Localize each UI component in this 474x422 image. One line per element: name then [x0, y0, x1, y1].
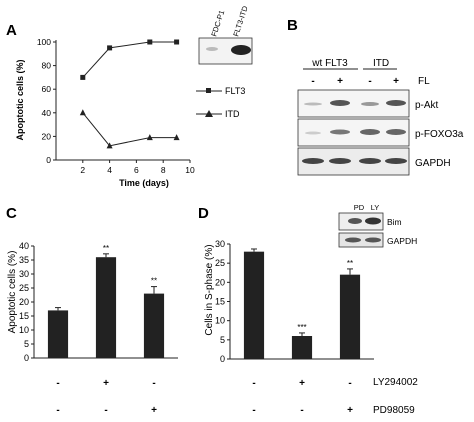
- panel-c-ytick-label: 35: [19, 255, 29, 265]
- fl-sign: +: [393, 76, 399, 87]
- panel-c-pd-sign: +: [151, 405, 157, 416]
- row-label-gapdh: GAPDH: [415, 158, 451, 169]
- panel-d-significance: **: [347, 259, 353, 268]
- panel-d-ytick-label: 5: [220, 335, 225, 345]
- panel-c-ytick-label: 5: [24, 339, 29, 349]
- inset-lane-ly: LY: [371, 203, 380, 212]
- panel-c-ly-sign: -: [152, 378, 155, 389]
- panel-d-ytick-label: 0: [220, 354, 225, 364]
- inset-lane-pd: PD: [354, 203, 365, 212]
- panel-c-ytick-label: 30: [19, 269, 29, 279]
- panel-c-bar-chart: 0 5 10 15 20 25 30 35 40 - - ** + - ** - +: [19, 241, 178, 416]
- panel-a-xtick-label: 4: [107, 165, 112, 175]
- panel-a-point-flt3: [80, 74, 86, 80]
- panel-c-ytick-label: 40: [19, 241, 29, 251]
- fl-sign: +: [337, 76, 343, 87]
- panel-c-ylabel: Apoptotic cells (%): [7, 251, 18, 334]
- panel-c-letter: C: [6, 205, 17, 222]
- panel-a-xlabel: Time (days): [119, 178, 169, 188]
- panel-c-bar: [95, 257, 117, 358]
- legend-flt3-marker: [206, 88, 211, 93]
- panel-c-significance: **: [151, 277, 157, 286]
- panel-a-point-itd: [173, 134, 180, 141]
- panel-d-ylabel: Cells in S-phase (%): [204, 244, 215, 335]
- panel-c-bar: [47, 310, 69, 358]
- row-label-pakt: p-Akt: [415, 100, 439, 111]
- panel-a-point-flt3: [147, 39, 153, 45]
- blot-bands: [302, 100, 407, 164]
- legend-itd-marker: [205, 110, 213, 117]
- blot-lane-fdcp1: FDC-P1: [209, 9, 226, 38]
- panel-a-ylabel: Apoptotic cells (%): [15, 59, 25, 140]
- panel-d-ytick-label: 20: [215, 277, 225, 287]
- panel-d-pd-sign: -: [252, 405, 255, 416]
- panel-a-point-itd: [146, 134, 153, 141]
- panel-d-bar: [243, 251, 265, 359]
- group-label-wt-flt3: wt FLT3: [311, 58, 348, 69]
- panel-c-bar: [143, 293, 165, 358]
- panel-a-xtick-label: 2: [80, 165, 85, 175]
- panel-a-point-itd: [106, 142, 113, 149]
- panel-a-line-chart: 0 20 40 60 80 100 2 4 6 8 10: [37, 37, 195, 175]
- panel-d-ytick-label: 15: [215, 297, 225, 307]
- panel-a-xtick-label: 6: [134, 165, 139, 175]
- panel-a-ytick-label: 0: [46, 155, 51, 165]
- panel-c-significance: **: [103, 244, 109, 253]
- panel-a-ytick-label: 20: [42, 131, 52, 141]
- legend-flt3-label: FLT3: [225, 86, 245, 96]
- panel-a-letter: A: [6, 22, 17, 39]
- blot-lane-flt3itd: FLT3-ITD: [231, 4, 249, 37]
- panel-a-xtick-label: 8: [161, 165, 166, 175]
- panel-c-ytick-label: 15: [19, 311, 29, 321]
- panel-d-bar: [291, 336, 313, 359]
- panel-c-ly-sign: -: [56, 378, 59, 389]
- panel-d-ytick-label: 30: [215, 239, 225, 249]
- panel-c-ytick-label: 10: [19, 325, 29, 335]
- legend-itd-label: ITD: [225, 109, 240, 119]
- panel-a-ytick-label: 40: [42, 108, 52, 118]
- panel-c-ly-sign: +: [103, 378, 109, 389]
- panel-d-significance: ***: [297, 323, 306, 332]
- panel-c-ytick-label: 20: [19, 297, 29, 307]
- inset-row-gapdh: GAPDH: [387, 236, 417, 246]
- panel-a-point-flt3: [174, 39, 180, 45]
- fl-sign: -: [368, 76, 371, 87]
- group-label-itd: ITD: [373, 58, 389, 69]
- treatment-label-ly294002: LY294002: [373, 377, 418, 388]
- panel-a-blot-band-faint: [206, 47, 218, 51]
- inset-row-bim: Bim: [387, 217, 402, 227]
- panel-d-pd-sign: +: [347, 405, 353, 416]
- panel-a-series-line-flt3: [82, 41, 177, 78]
- panel-a-ytick-label: 100: [37, 37, 51, 47]
- panel-a-series-line-itd: [82, 112, 177, 147]
- panel-a-point-flt3: [107, 45, 113, 51]
- panel-d-letter: D: [198, 205, 209, 222]
- treatment-label-pd98059: PD98059: [373, 405, 415, 416]
- panel-c-ytick-label: 25: [19, 283, 29, 293]
- fl-sign: -: [311, 76, 314, 87]
- panel-d-ly-sign: -: [348, 378, 351, 389]
- panel-a-ytick-label: 80: [42, 61, 52, 71]
- fl-label: FL: [418, 76, 430, 87]
- panel-a-xtick-label: 10: [185, 165, 195, 175]
- panel-d-ly-sign: -: [252, 378, 255, 389]
- panel-a-ytick-label: 60: [42, 84, 52, 94]
- panel-d-ly-sign: +: [299, 378, 305, 389]
- panel-a-point-itd: [79, 109, 86, 116]
- panel-d-ytick-label: 10: [215, 316, 225, 326]
- panel-d-bar-chart: 0 5 10 15 20 25 30 - - *** + - ** - +: [215, 239, 374, 416]
- panel-c-pd-sign: -: [56, 405, 59, 416]
- panel-d-pd-sign: -: [300, 405, 303, 416]
- panel-d-ytick-label: 25: [215, 258, 225, 268]
- row-label-pfoxo3a: p-FOXO3a: [415, 129, 464, 140]
- panel-a-blot-band-strong: [231, 45, 251, 55]
- fl-sign-row: - + - +: [311, 76, 399, 87]
- panel-b-letter: B: [287, 17, 298, 34]
- panel-c-pd-sign: -: [104, 405, 107, 416]
- panel-c-ytick-label: 0: [24, 353, 29, 363]
- panel-d-bar: [339, 274, 361, 359]
